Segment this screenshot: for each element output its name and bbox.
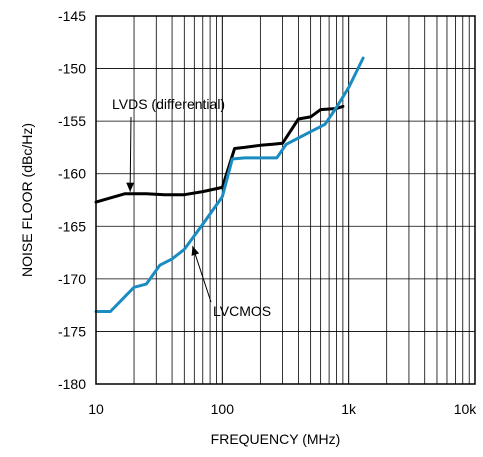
y-tick-label: -175 (58, 323, 86, 339)
x-tick-label: 1k (341, 401, 357, 417)
x-tick-label: 100 (211, 401, 235, 417)
y-tick-label: -165 (58, 218, 86, 234)
y-tick-label: -180 (58, 376, 86, 392)
x-tick-label: 10 (88, 401, 104, 417)
lvcmos-annotation-label: LVCMOS (213, 303, 271, 319)
x-tick-label: 10k (454, 401, 478, 417)
lvds-annotation-label: LVDS (differential) (112, 96, 225, 112)
y-tick-label: -150 (58, 61, 86, 77)
plot-frame (95, 15, 476, 385)
y-tick-label: -170 (58, 271, 86, 287)
x-tick-labels: 10 100 1k 10k (88, 401, 477, 417)
y-tick-label: -160 (58, 166, 86, 182)
series-line-lvds (94, 104, 345, 204)
lvds-annotation-pointer (129, 116, 132, 192)
x-axis-title: FREQUENCY (MHz) (211, 431, 341, 447)
y-tick-label: -155 (58, 113, 86, 129)
series-line-lvcmos (94, 56, 365, 313)
lvds-annotation-arrowhead (126, 182, 135, 192)
grid (96, 16, 475, 384)
y-tick-label: -145 (58, 8, 86, 24)
lvcmos-annotation-arrowhead (191, 246, 200, 256)
series-layer (94, 56, 365, 313)
lvcmos-annotation-pointer (192, 245, 212, 303)
y-axis-title: NOISE FLOOR (dBc/Hz) (19, 123, 35, 277)
annotation-lvds: LVDS (differential) (112, 96, 225, 192)
y-tick-labels: -145 -150 -155 -160 -165 -170 -175 -180 (58, 8, 86, 392)
annotation-lvcmos: LVCMOS (191, 245, 271, 319)
